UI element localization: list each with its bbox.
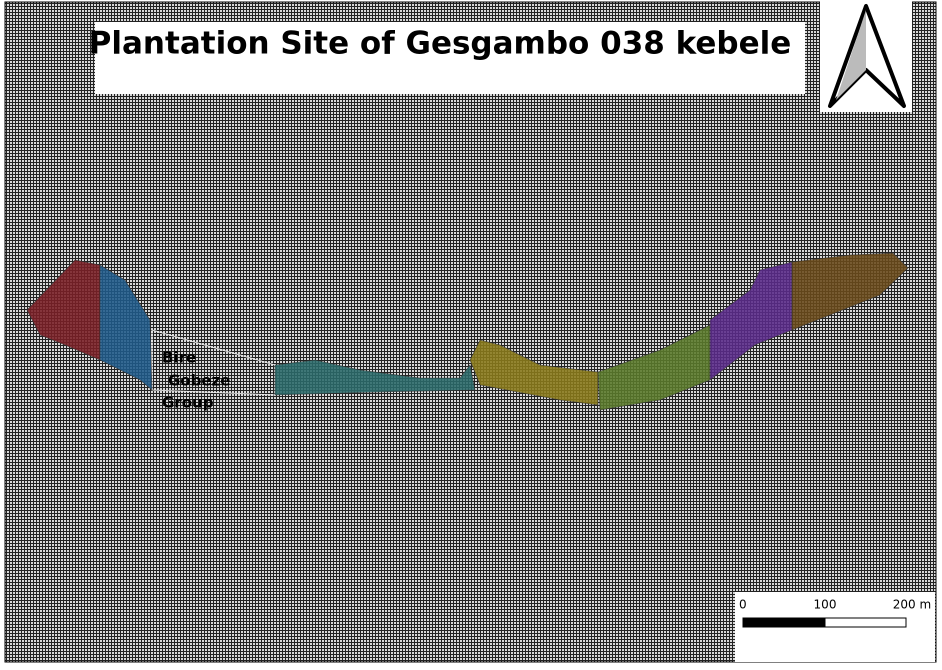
arrow-half [836,10,866,100]
parcel [99,264,153,391]
title-box [95,22,805,94]
label-line: Group [162,394,214,412]
scale-label: 100 [814,598,837,612]
scale-label: 200 m [893,598,931,612]
map-title: Plantation Site of Gesgambo 038 kebele [89,26,792,62]
site-label: Bire Gobeze Group [162,349,230,412]
plantation-parcels [26,252,909,411]
scale-bar: 0 100 200 m [735,592,935,662]
scale-segment [824,617,907,628]
parcel [791,252,909,331]
scale-segment [742,617,826,628]
label-line: Gobeze [168,372,230,390]
label-line: Bire [162,349,196,367]
parcel [274,359,476,396]
north-arrow [820,0,912,112]
scale-label: 0 [739,598,747,612]
